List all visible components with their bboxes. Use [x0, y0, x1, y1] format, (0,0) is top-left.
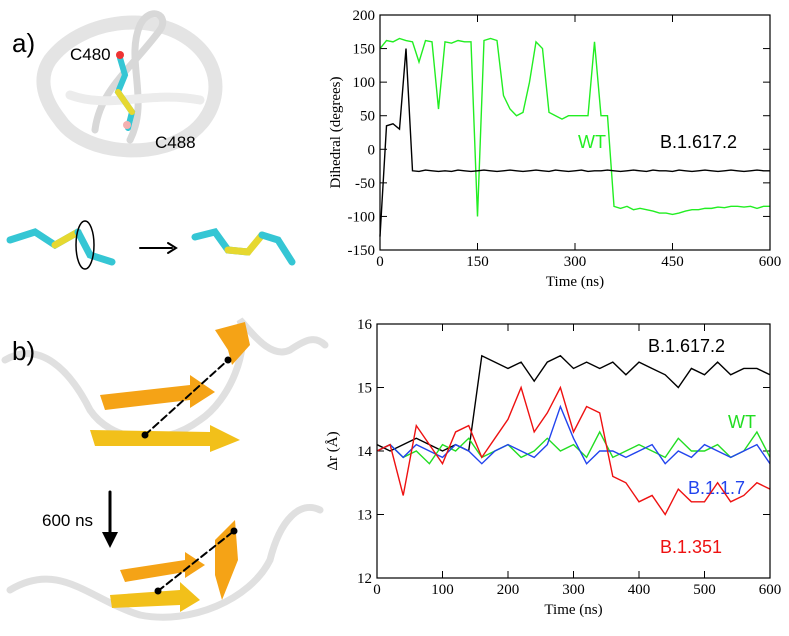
- residue-label: C488: [155, 133, 196, 152]
- x-tick-label: 400: [628, 582, 651, 598]
- y-tick-label: 100: [353, 75, 376, 91]
- series-label: B.1.351: [660, 537, 722, 557]
- y-tick-label: -150: [348, 243, 376, 259]
- dihedral-sketch: [6, 220, 296, 270]
- data-line: [376, 385, 771, 516]
- y-tick-label: 15: [357, 381, 372, 397]
- x-tick-label: 300: [562, 582, 585, 598]
- y-tick-label: 50: [360, 109, 375, 125]
- protein-view-a: [36, 10, 223, 158]
- y-axis-label: Dihedral (degrees): [328, 76, 344, 188]
- y-tick-label: -50: [355, 176, 375, 192]
- residue-label: C480: [70, 45, 111, 64]
- x-tick-label: 150: [466, 254, 489, 270]
- y-tick-label: 16: [357, 317, 373, 333]
- y-tick-label: 12: [357, 571, 372, 587]
- protein-view-b: [1, 317, 329, 621]
- data-line: [376, 404, 771, 465]
- x-axis-label: Time (ns): [546, 274, 604, 290]
- y-tick-label: 150: [353, 42, 376, 58]
- series-label: WT: [728, 412, 756, 432]
- x-tick-label: 600: [759, 582, 782, 598]
- y-tick-label: 200: [353, 8, 376, 24]
- y-tick-label: 0: [368, 142, 376, 158]
- series-label: B.1.1.7: [688, 478, 745, 498]
- data-line: [379, 37, 770, 217]
- y-tick-label: 14: [357, 444, 373, 460]
- series-label: B.1.617.2: [648, 336, 725, 356]
- x-tick-label: 450: [661, 254, 684, 270]
- data-line: [376, 430, 771, 465]
- x-tick-label: 500: [693, 582, 716, 598]
- x-axis-label: Time (ns): [544, 602, 602, 618]
- series-label: WT: [578, 132, 606, 152]
- plot-frame: [379, 14, 771, 251]
- y-tick-label: 13: [357, 508, 372, 524]
- data-line: [376, 354, 771, 453]
- time-label: 600 ns: [42, 511, 93, 530]
- series-label: B.1.617.2: [660, 132, 737, 152]
- x-tick-label: 100: [431, 582, 454, 598]
- x-tick-label: 200: [497, 582, 520, 598]
- x-tick-label: 0: [376, 254, 384, 270]
- y-axis-label: Δr (Å): [325, 431, 341, 470]
- x-tick-label: 0: [373, 582, 381, 598]
- panel-label: a): [12, 28, 35, 58]
- plot-frame: [376, 323, 771, 579]
- data-line: [379, 48, 770, 237]
- y-tick-label: -100: [348, 209, 376, 225]
- x-tick-label: 300: [564, 254, 587, 270]
- x-tick-label: 600: [759, 254, 782, 270]
- panel-label: b): [12, 336, 35, 366]
